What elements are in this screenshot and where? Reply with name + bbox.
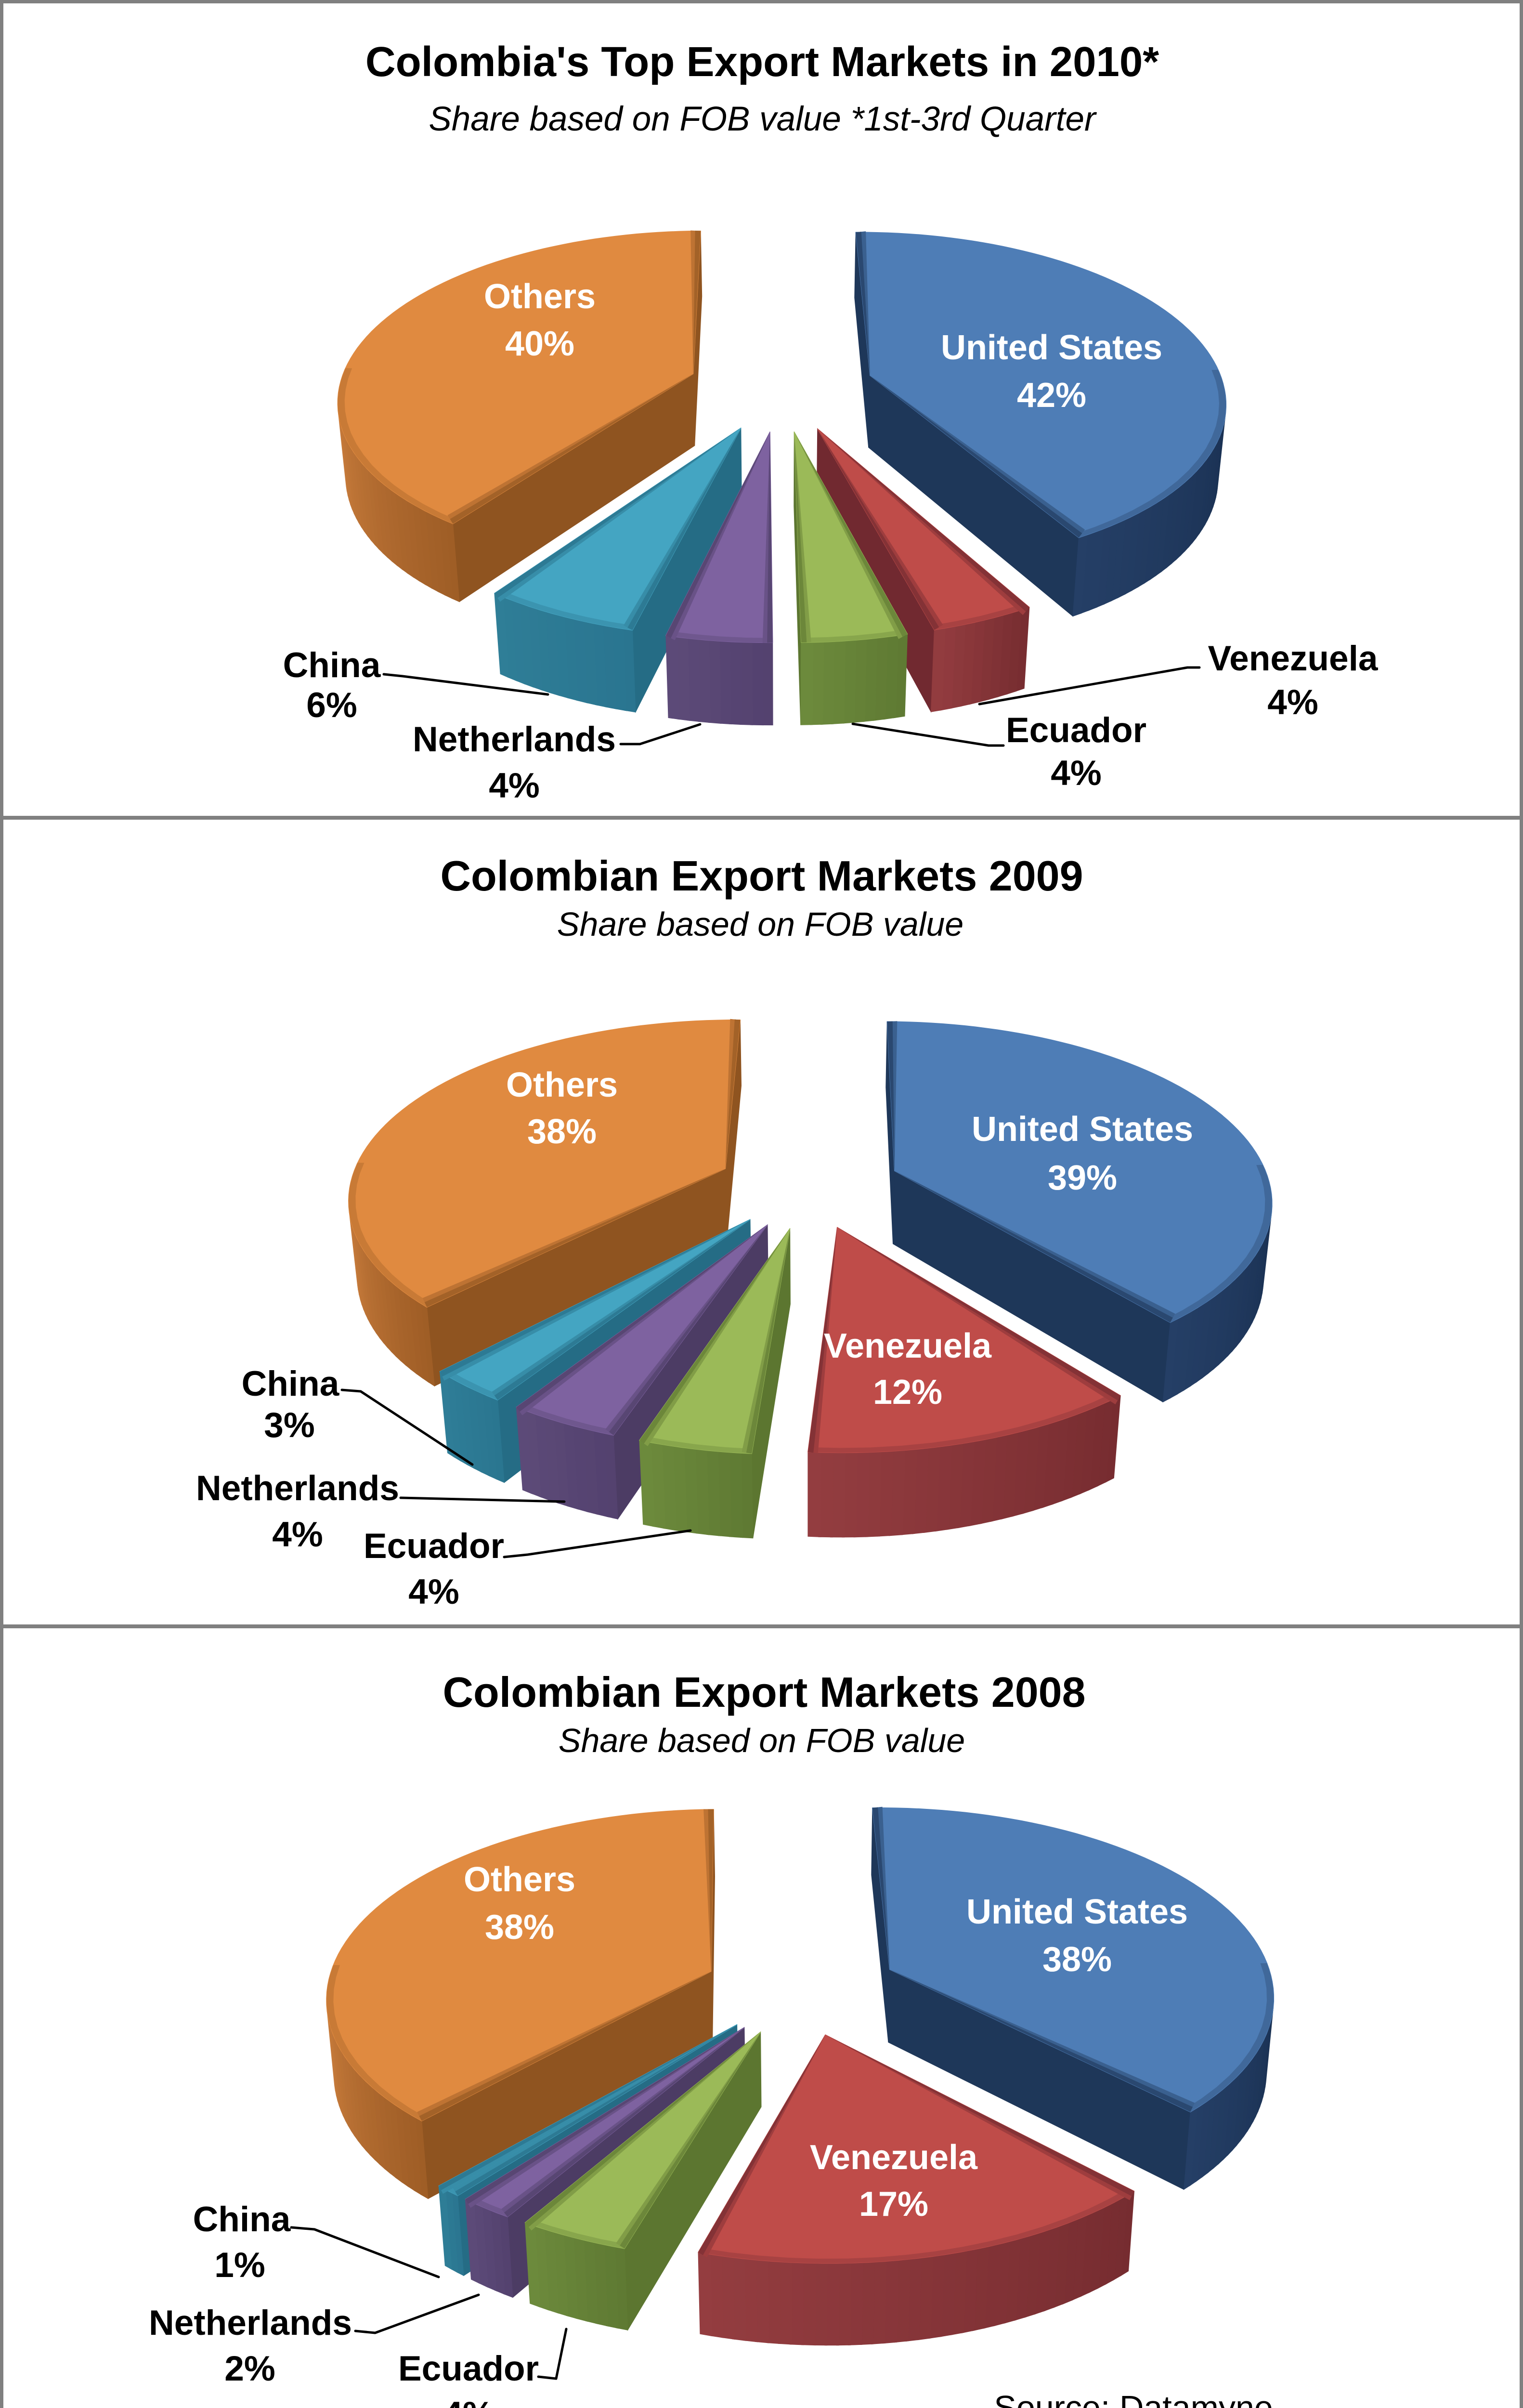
svg-text:Ecuador: Ecuador	[1006, 711, 1146, 750]
svg-text:12%: 12%	[873, 1373, 942, 1412]
svg-text:38%: 38%	[1042, 1940, 1112, 1979]
svg-text:4%: 4%	[408, 1572, 459, 1611]
svg-text:United States: United States	[966, 1893, 1188, 1931]
svg-text:United States: United States	[972, 1110, 1193, 1149]
svg-text:Netherlands: Netherlands	[149, 2303, 352, 2343]
svg-text:China: China	[242, 1364, 340, 1403]
svg-text:1%: 1%	[214, 2246, 265, 2285]
svg-text:3%: 3%	[264, 1406, 315, 1445]
svg-text:Source: Datamyne: Source: Datamyne	[994, 2389, 1273, 2408]
svg-text:Colombian Export Markets 2008: Colombian Export Markets 2008	[443, 1668, 1085, 1716]
svg-text:Share based on FOB value: Share based on FOB value	[559, 1722, 965, 1759]
svg-text:4%: 4%	[489, 766, 540, 805]
svg-text:Ecuador: Ecuador	[364, 1527, 504, 1566]
svg-text:4%: 4%	[1051, 754, 1102, 793]
svg-text:39%: 39%	[1048, 1159, 1117, 1197]
svg-text:Colombia's Top Export Markets: Colombia's Top Export Markets in 2010*	[365, 39, 1159, 85]
svg-text:4%: 4%	[443, 2395, 494, 2408]
svg-text:38%: 38%	[485, 1908, 554, 1947]
svg-text:Venezuela: Venezuela	[824, 1327, 992, 1365]
svg-text:Others: Others	[506, 1066, 618, 1104]
svg-text:China: China	[193, 2200, 291, 2239]
svg-text:Netherlands: Netherlands	[413, 720, 616, 759]
svg-text:Others: Others	[484, 277, 596, 316]
svg-text:4%: 4%	[272, 1515, 323, 1554]
svg-text:4%: 4%	[1267, 683, 1318, 722]
svg-text:38%: 38%	[527, 1112, 597, 1151]
svg-text:Venezuela: Venezuela	[810, 2138, 978, 2177]
svg-text:40%: 40%	[505, 325, 574, 363]
svg-text:2%: 2%	[224, 2349, 275, 2388]
svg-text:6%: 6%	[306, 686, 357, 725]
svg-text:Netherlands: Netherlands	[196, 1469, 399, 1508]
svg-text:42%: 42%	[1017, 376, 1086, 415]
svg-text:Share based on FOB value *1st-: Share based on FOB value *1st-3rd Quarte…	[429, 100, 1097, 138]
svg-text:17%: 17%	[859, 2185, 928, 2224]
svg-text:United States: United States	[941, 328, 1162, 367]
svg-text:China: China	[283, 646, 381, 685]
svg-text:Others: Others	[464, 1860, 575, 1899]
svg-text:Colombian Export Markets 2009: Colombian Export Markets 2009	[440, 852, 1083, 900]
svg-text:Venezuela: Venezuela	[1208, 639, 1378, 678]
svg-text:Share based on FOB value: Share based on FOB value	[557, 905, 963, 943]
svg-text:Ecuador: Ecuador	[398, 2349, 539, 2388]
